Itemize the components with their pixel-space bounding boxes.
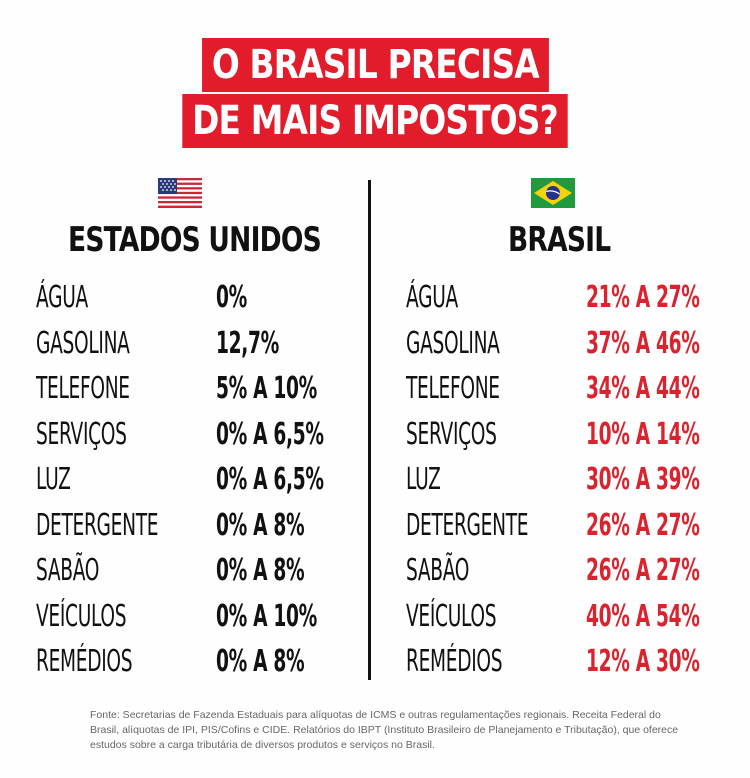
item-label: REMÉDIOS <box>36 644 133 679</box>
brazil-flag-icon <box>531 178 575 208</box>
brasil-row-telefone: TELEFONE 34% A 44% <box>406 367 726 413</box>
usa-heading: ESTADOS UNIDOS <box>68 220 322 260</box>
brasil-row-veiculos: VEÍCULOS 40% A 54% <box>406 595 726 641</box>
column-divider <box>368 180 371 680</box>
tax-value: 10% A 14% <box>586 416 700 452</box>
tax-value: 30% A 39% <box>586 462 700 497</box>
us-flag-icon <box>158 178 202 208</box>
item-label: ÁGUA <box>406 280 458 315</box>
tax-value: 0% A 6,5% <box>216 416 324 452</box>
brasil-row-agua: ÁGUA 21% A 27% <box>406 276 726 322</box>
tax-value: 37% A 46% <box>586 325 700 361</box>
source-footnote: Fonte: Secretarias de Fazenda Estaduais … <box>90 709 679 751</box>
tax-value: 5% A 10% <box>216 371 317 406</box>
usa-row-sabao: SABÃO 0% A 8% <box>36 549 356 595</box>
brasil-heading: BRASIL <box>508 220 611 260</box>
item-label: LUZ <box>36 462 71 497</box>
item-label: LUZ <box>406 462 441 497</box>
tax-value: 0% A 8% <box>216 553 305 588</box>
tax-value: 21% A 27% <box>586 280 700 315</box>
brasil-row-gasolina: GASOLINA 37% A 46% <box>406 322 726 368</box>
brasil-row-sabao: SABÃO 26% A 27% <box>406 549 726 595</box>
usa-row-veiculos: VEÍCULOS 0% A 10% <box>36 595 356 641</box>
item-label: SERVIÇOS <box>406 416 497 452</box>
item-label: VEÍCULOS <box>36 598 127 634</box>
tax-value: 34% A 44% <box>586 371 700 406</box>
item-label: ÁGUA <box>36 280 88 315</box>
item-label: GASOLINA <box>406 325 500 361</box>
brasil-row-remedios: REMÉDIOS 12% A 30% <box>406 640 726 686</box>
item-label: SERVIÇOS <box>36 416 127 452</box>
title-line-1: O BRASIL PRECISA <box>201 38 549 92</box>
item-label: DETERGENTE <box>406 507 529 543</box>
tax-value: 12,7% <box>216 325 279 361</box>
tax-value: 26% A 27% <box>586 507 700 543</box>
item-label: DETERGENTE <box>36 507 159 543</box>
item-label: TELEFONE <box>406 371 500 406</box>
tax-value: 12% A 30% <box>586 644 700 679</box>
usa-row-detergente: DETERGENTE 0% A 8% <box>36 504 356 550</box>
usa-row-remedios: REMÉDIOS 0% A 8% <box>36 640 356 686</box>
brasil-tax-list: ÁGUA 21% A 27% GASOLINA 37% A 46% TELEFONE… <box>406 276 726 686</box>
usa-tax-list: ÁGUA 0% GASOLINA 12,7% TELEFONE 5% A 10% SE… <box>36 276 356 686</box>
tax-value: 40% A 54% <box>586 598 700 634</box>
item-label: GASOLINA <box>36 325 130 361</box>
usa-row-gasolina: GASOLINA 12,7% <box>36 322 356 368</box>
usa-row-servicos: SERVIÇOS 0% A 6,5% <box>36 413 356 459</box>
usa-row-luz: LUZ 0% A 6,5% <box>36 458 356 504</box>
tax-value: 0% A 10% <box>216 598 317 634</box>
tax-value: 26% A 27% <box>586 553 700 588</box>
item-label: VEÍCULOS <box>406 598 497 634</box>
brasil-row-servicos: SERVIÇOS 10% A 14% <box>406 413 726 459</box>
tax-value: 0% A 8% <box>216 507 305 543</box>
brasil-row-detergente: DETERGENTE 26% A 27% <box>406 504 726 550</box>
usa-row-agua: ÁGUA 0% <box>36 276 356 322</box>
item-label: TELEFONE <box>36 371 130 406</box>
brasil-row-luz: LUZ 30% A 39% <box>406 458 726 504</box>
item-label: REMÉDIOS <box>406 644 503 679</box>
item-label: SABÃO <box>36 553 100 588</box>
item-label: SABÃO <box>406 553 470 588</box>
tax-value: 0% <box>216 280 247 315</box>
title-line-2: DE MAIS IMPOSTOS? <box>182 94 568 148</box>
tax-value: 0% A 8% <box>216 644 305 679</box>
tax-value: 0% A 6,5% <box>216 462 324 497</box>
title: O BRASIL PRECISA DE MAIS IMPOSTOS? <box>0 38 750 150</box>
usa-row-telefone: TELEFONE 5% A 10% <box>36 367 356 413</box>
